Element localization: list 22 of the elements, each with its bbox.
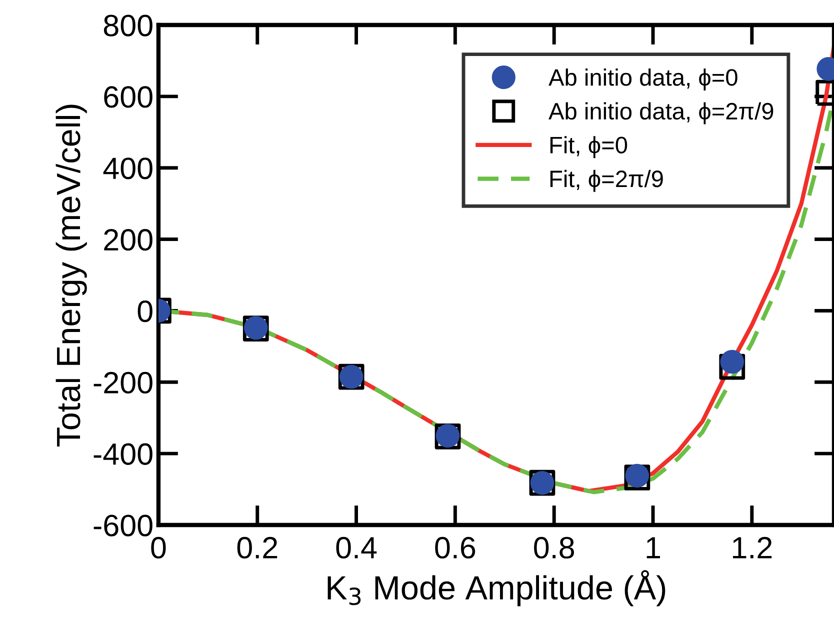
x-tick-label: 0.6 xyxy=(435,536,476,559)
x-axis-title: K$_{3}$ Mode Amplitude (Å) xyxy=(328,570,666,606)
point xyxy=(720,350,744,374)
x-tick-label: 0.4 xyxy=(336,536,377,559)
point xyxy=(719,354,746,380)
y-tick-label: -200 xyxy=(94,372,152,394)
legend-label: Fit, ϕ=2π/9 xyxy=(550,170,663,192)
legend-label: Ab initio data, ϕ=0 xyxy=(548,68,738,90)
x-tick-label: 0.2 xyxy=(237,536,278,559)
y-tick-label: -600 xyxy=(94,514,152,536)
y-tick-label: 600 xyxy=(104,86,152,108)
y-tick-label: 800 xyxy=(104,14,152,36)
y-tick-label: 400 xyxy=(103,158,152,180)
y-tick-label: -400 xyxy=(94,443,152,465)
x-tick-label: 1 xyxy=(646,537,660,558)
x-tick-label: 1.2 xyxy=(733,536,772,558)
y-axis-title: Total Energy (meV/cell) xyxy=(56,104,87,447)
y-tick-label: 200 xyxy=(104,229,152,251)
legend-label: Fit, ϕ=0 xyxy=(550,136,628,158)
x-tick-label: 0.8 xyxy=(534,536,574,559)
y-tick-label: 0 xyxy=(138,300,152,322)
legend-label: Ab initio data, ϕ=2π/9 xyxy=(548,102,774,124)
